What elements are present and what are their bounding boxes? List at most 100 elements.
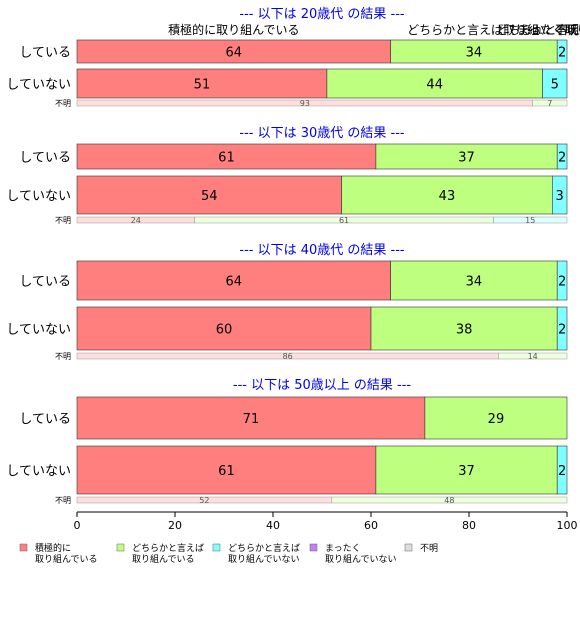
x-tick-label: 80 [462,519,476,532]
unknown-value-label: 61 [339,216,349,225]
unknown-row-label: 不明 [55,216,71,225]
bar-segment [326,68,543,99]
x-tick-label: 60 [364,519,378,532]
segment-value-label: 29 [488,412,505,427]
unknown-value-label: 86 [283,352,293,361]
bar-segment [76,175,342,215]
legend-label-line: まったく [325,543,361,554]
segment-value-label: 64 [226,275,243,290]
bar-segment [556,260,568,301]
top-label-third: どちらかと言えば取り... [496,23,580,37]
x-tick-label: 40 [266,519,280,532]
bar-segment [370,306,558,351]
row-label: している [19,412,71,427]
unknown-bar-segment [532,99,568,107]
legend-label: どちらかと言えば取り組んでいない [228,542,300,565]
segment-value-label: 61 [218,151,235,166]
row-label: している [19,151,71,166]
top-label-second: どちらかと言えば取り組... [407,23,550,37]
legend-label-line: 不明 [420,543,438,554]
unknown-value-label: 15 [525,216,535,225]
bar-segment [341,175,553,215]
row-label: していない [6,464,71,479]
bar-segment [375,445,558,495]
unknown-row-label: 不明 [55,496,71,505]
row-label: していない [6,78,71,93]
legend-label-line: 取り組んでいる [132,553,195,565]
group-title: --- 以下は 40歳代 の結果 --- [239,243,405,258]
unknown-value-label: 14 [528,352,538,361]
bar-segment [556,445,568,495]
segment-value-label: 71 [243,412,260,427]
bar-segment [556,306,568,351]
bar-segment [424,396,568,440]
unknown-bar-segment [331,496,568,504]
segment-value-label: 43 [439,189,456,204]
bar-segment [76,143,377,170]
top-label-first: 積極的に取り組んでいる [168,22,299,37]
unknown-bar-segment [498,352,568,360]
bar-segment [375,143,558,170]
unknown-value-label: 52 [199,496,209,505]
legend-swatch [212,543,221,552]
row-label: していない [6,189,71,204]
legend-label: 積極的に取り組んでいる [35,542,98,565]
segment-value-label: 2 [558,275,566,290]
unknown-row-label: 不明 [55,352,71,361]
segment-value-label: 34 [466,46,483,61]
unknown-value-label: 48 [444,496,454,505]
bar-segment [76,306,372,351]
legend-label-line: どちらかと言えば [132,542,204,554]
segment-value-label: 64 [226,46,243,61]
bar-segment [556,143,568,170]
bar-segment [551,175,568,215]
segment-value-label: 37 [458,151,475,166]
segment-value-label: 5 [551,78,559,93]
segment-value-label: 37 [458,464,475,479]
segment-value-label: 38 [456,323,473,338]
legend-label-line: どちらかと言えば [228,542,300,554]
unknown-row-label: 不明 [55,99,71,108]
x-tick-label: 100 [557,519,578,532]
legend-swatch [404,543,413,552]
bar-segment [76,68,328,99]
top-label-fifth: 不明 [555,23,579,37]
group-title: --- 以下は 20歳代 の結果 --- [239,7,405,22]
legend-swatch [309,543,318,552]
group-title: --- 以下は 50歳以上 の結果 --- [233,378,412,393]
unknown-value-label: 7 [547,99,552,108]
segment-value-label: 54 [201,189,218,204]
top-label-fourth: まったく取り組... [517,23,580,37]
segment-value-label: 61 [218,464,235,479]
segment-value-label: 44 [426,78,443,93]
unknown-value-label: 24 [131,216,141,225]
segment-value-label: 2 [558,151,566,166]
x-tick-label: 20 [168,519,182,532]
row-label: している [19,275,71,290]
bar-segment [76,260,391,301]
legend-label: 不明 [420,543,438,554]
segment-value-label: 60 [216,323,233,338]
row-label: している [19,46,71,61]
bar-segment [542,68,568,99]
bar-segment [390,260,558,301]
bar-segment [556,39,568,64]
legend-label-line: 取り組んでいない [228,553,300,565]
segment-value-label: 51 [194,78,211,93]
group-title: --- 以下は 30歳代 の結果 --- [239,126,405,141]
bar-segment [76,445,377,495]
legend-swatch [116,543,125,552]
legend-label: どちらかと言えば取り組んでいる [132,542,204,565]
segment-value-label: 3 [556,189,564,204]
unknown-value-label: 93 [300,99,310,108]
x-tick-label: 0 [74,519,81,532]
legend-label-line: 取り組んでいない [325,553,397,565]
row-label: していない [6,323,71,338]
legend-label-line: 積極的に [35,542,71,554]
unknown-bar-segment [493,216,568,224]
segment-value-label: 2 [558,323,566,338]
legend-swatch [19,543,28,552]
segment-value-label: 34 [466,275,483,290]
legend-label-line: 取り組んでいる [35,553,98,565]
